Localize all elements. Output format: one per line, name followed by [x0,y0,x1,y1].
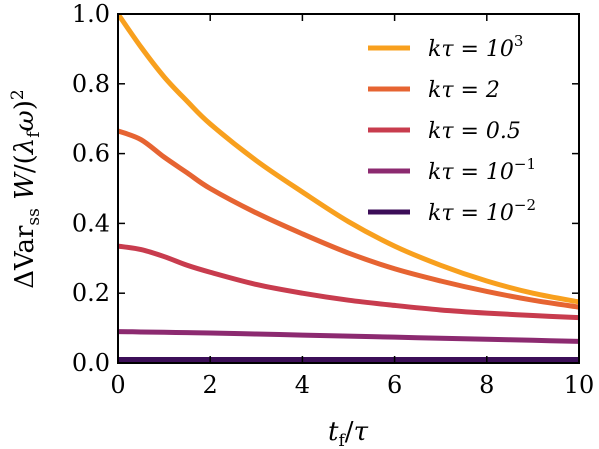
plot-frame [117,13,580,364]
legend-label-3: kτ = 10−1 [428,155,536,185]
series-line-1 [118,128,579,310]
series-line-2 [118,243,579,321]
series-layer [118,14,579,363]
x-tick-label: 0 [110,371,125,399]
x-tick-label: 10 [564,371,595,399]
series-line-0 [118,14,579,305]
x-tick-label: 8 [479,371,494,399]
ticks-layer: 0 2 4 6 8 10 0.0 0.2 0.4 0.6 0.8 1.0 [72,0,594,399]
legend: kτ = 103 kτ = 2 kτ = 0.5 kτ = 10−1 kτ = 10−2 [368,32,536,226]
x-axis-label: tf/τ [328,417,369,449]
y-axis-label: ΔVarss W/(λfω)2 [8,89,44,288]
y-tick-label: 1.0 [72,0,110,28]
y-tick-label: 0.0 [72,349,110,377]
y-tick-label: 0.6 [72,140,110,168]
x-tick-label: 6 [387,371,402,399]
y-tick-label: 0.2 [72,279,110,307]
legend-label-4: kτ = 10−2 [428,196,536,226]
series-line-3 [118,329,579,344]
legend-label-2: kτ = 0.5 [428,119,521,144]
y-tick-label: 0.8 [72,70,110,98]
legend-label-0: kτ = 103 [428,32,523,62]
legend-label-1: kτ = 2 [428,78,500,103]
x-tick-label: 2 [203,371,218,399]
y-tick-label: 0.4 [72,209,110,237]
x-tick-label: 4 [295,371,310,399]
